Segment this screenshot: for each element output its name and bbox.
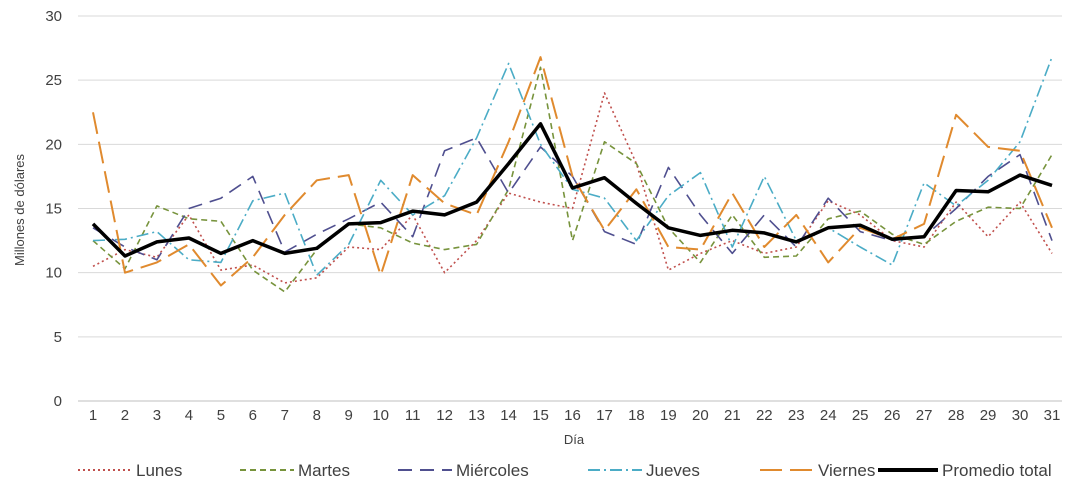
gridlines — [78, 15, 1062, 402]
x-tick-label: 23 — [788, 407, 805, 424]
x-tick-label: 28 — [948, 407, 965, 424]
series-line — [92, 56, 1053, 287]
x-axis-title: Día — [564, 432, 585, 447]
y-tick-label: 10 — [45, 265, 62, 282]
x-tick-label: 19 — [660, 407, 677, 424]
y-tick-label: 15 — [45, 201, 62, 218]
x-tick-label: 9 — [345, 407, 353, 424]
x-tick-label: 2 — [121, 407, 129, 424]
x-tick-label: 17 — [596, 407, 613, 424]
y-axis-title: Millones de dólares — [12, 154, 27, 267]
series-line — [92, 56, 1053, 277]
x-tick-label: 14 — [500, 407, 517, 424]
legend-label: Lunes — [136, 461, 182, 480]
x-tick-label: 3 — [153, 407, 161, 424]
legend-label: Viernes — [818, 461, 875, 480]
legend-label: Martes — [298, 461, 350, 480]
x-tick-label: 12 — [436, 407, 453, 424]
series-line — [91, 122, 1053, 258]
x-axis-ticks: 1 2 3 4 5 6 7 8 9 10 11 12 13 14 15 16 17 18 19 20 21 22 23 24 2… — [89, 407, 1061, 424]
x-tick-label: 10 — [372, 407, 389, 424]
legend: Lunes Martes Miércoles Jueves Viernes Promedi… — [78, 461, 1052, 480]
x-tick-label: 6 — [249, 407, 257, 424]
x-tick-label: 22 — [756, 407, 773, 424]
y-tick-label: 30 — [45, 8, 62, 25]
x-tick-label: 1 — [89, 407, 97, 424]
x-tick-label: 8 — [313, 407, 321, 424]
legend-label: Promedio total — [942, 461, 1052, 480]
x-tick-label: 25 — [852, 407, 869, 424]
x-tick-label: 11 — [405, 407, 421, 424]
x-tick-label: 18 — [628, 407, 645, 424]
series-line — [92, 92, 1053, 284]
x-tick-label: 20 — [692, 407, 709, 424]
legend-label: Miércoles — [456, 461, 529, 480]
x-tick-label: 4 — [185, 407, 193, 424]
y-tick-label: 25 — [45, 72, 62, 89]
x-tick-label: 27 — [916, 407, 933, 424]
x-tick-label: 13 — [468, 407, 485, 424]
legend-label: Jueves — [646, 461, 700, 480]
x-tick-label: 26 — [884, 407, 901, 424]
y-tick-label: 0 — [54, 393, 62, 410]
series-line — [92, 137, 1053, 261]
x-tick-label: 16 — [564, 407, 581, 424]
x-tick-label: 31 — [1044, 407, 1061, 424]
x-tick-label: 5 — [217, 407, 225, 424]
series-line — [92, 66, 1053, 293]
x-tick-label: 29 — [980, 407, 997, 424]
x-tick-label: 24 — [820, 407, 837, 424]
y-tick-label: 20 — [45, 136, 62, 153]
x-tick-label: 7 — [281, 407, 289, 424]
y-tick-label: 5 — [54, 329, 62, 346]
x-tick-label: 30 — [1012, 407, 1029, 424]
x-tick-label: 15 — [532, 407, 549, 424]
x-tick-label: 21 — [724, 407, 741, 424]
y-axis-ticks: 0 5 10 15 20 25 30 — [45, 8, 62, 410]
series-lines — [91, 56, 1053, 293]
